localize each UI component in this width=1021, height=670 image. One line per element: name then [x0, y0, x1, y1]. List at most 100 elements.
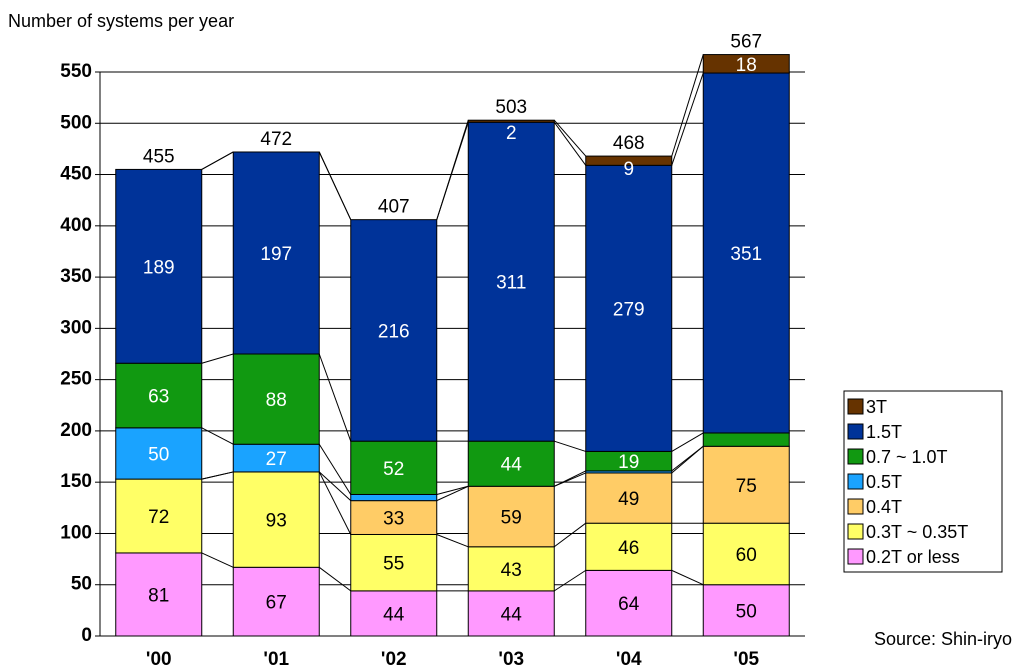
y-tick-label: 200 — [60, 420, 92, 441]
bar-segment — [467, 590, 555, 637]
bar-segment — [232, 471, 320, 568]
connector — [554, 440, 586, 452]
connector — [671, 54, 704, 157]
value-label: 9 — [623, 159, 634, 180]
bar-segment — [585, 569, 673, 637]
bar-segment — [115, 478, 203, 554]
y-tick-label: 450 — [60, 164, 92, 185]
connector — [671, 445, 704, 472]
value-label: 46 — [618, 538, 639, 559]
legend-swatch — [847, 498, 864, 515]
connector — [553, 119, 587, 157]
value-label: 19 — [618, 452, 639, 473]
value-label: 311 — [496, 273, 526, 294]
connector — [436, 534, 469, 548]
bar-segment — [702, 584, 790, 637]
legend-label: 0.3T ~ 0.35T — [866, 522, 968, 542]
value-label: 50 — [736, 601, 757, 622]
value-label: 88 — [266, 390, 287, 411]
bar-segment — [350, 533, 438, 592]
value-label: 43 — [501, 560, 522, 581]
y-axis-label: Number of systems per year — [8, 11, 234, 31]
value-label: 351 — [730, 244, 762, 265]
bar-segment — [232, 151, 320, 355]
legend-label: 0.7 ~ 1.0T — [866, 447, 948, 467]
y-tick-label: 500 — [60, 112, 92, 133]
connector — [436, 485, 469, 495]
bar-segment — [702, 54, 790, 74]
y-tick-label: 350 — [60, 266, 92, 287]
connector — [201, 427, 234, 445]
value-label: 60 — [736, 545, 757, 566]
value-label: 279 — [613, 299, 645, 320]
connector — [671, 432, 704, 452]
x-tick-label: '01 — [263, 649, 289, 670]
value-label: 63 — [148, 387, 169, 408]
connector — [554, 470, 586, 487]
connector — [318, 471, 352, 535]
bar-segment — [115, 362, 203, 429]
bar-segment — [467, 546, 555, 592]
y-tick-label: 100 — [60, 522, 92, 543]
legend-label: 1.5T — [866, 422, 902, 442]
bar-segment — [702, 445, 790, 524]
connector — [318, 471, 352, 502]
value-label: 189 — [143, 257, 175, 278]
connector — [318, 353, 352, 442]
y-tick-label: 300 — [60, 317, 92, 338]
value-label: 18 — [736, 55, 757, 76]
bar-segment — [585, 522, 673, 571]
bar-segment — [350, 500, 438, 535]
value-label: 2 — [506, 123, 517, 144]
legend-swatch — [847, 473, 864, 490]
connector — [671, 72, 704, 166]
bar-segment — [350, 440, 438, 495]
value-label: 75 — [736, 476, 757, 497]
bar-segment — [350, 219, 438, 442]
legend-label: 3T — [866, 397, 887, 417]
value-label: 64 — [618, 594, 640, 615]
value-label: 67 — [266, 593, 287, 614]
legend-swatch — [847, 548, 864, 565]
legend-box — [843, 390, 1003, 573]
value-label: 81 — [148, 585, 169, 606]
connector — [553, 569, 587, 592]
x-tick-label: '03 — [498, 649, 524, 670]
connector — [553, 121, 587, 166]
value-label: 44 — [383, 604, 405, 625]
bar-segment — [585, 164, 673, 452]
connector — [671, 569, 704, 586]
total-label: 407 — [378, 197, 410, 218]
x-tick-label: '05 — [733, 649, 759, 670]
bar-segment — [467, 119, 555, 123]
legend-swatch — [847, 423, 864, 440]
source: Source: Shin-iryo — [874, 629, 1012, 649]
total-label: 567 — [730, 32, 762, 53]
total-label: 503 — [495, 97, 527, 118]
connector — [318, 151, 352, 220]
legend-label: 0.2T or less — [866, 547, 960, 567]
legend-swatch — [847, 398, 864, 415]
value-label: 197 — [260, 244, 292, 265]
legend-swatch — [847, 523, 864, 540]
value-label: 44 — [501, 455, 523, 476]
connector — [201, 552, 234, 568]
bar-segment — [702, 522, 790, 586]
y-tick-label: 0 — [81, 625, 92, 646]
value-label: 52 — [383, 459, 404, 480]
bar-segment — [232, 443, 320, 473]
y-tick-label: 250 — [60, 369, 92, 390]
connector — [436, 120, 469, 220]
bar-segment — [467, 121, 555, 442]
bar-segment — [585, 155, 673, 166]
value-label: 72 — [148, 507, 169, 528]
connector — [553, 522, 587, 548]
value-label: 55 — [383, 554, 404, 575]
x-tick-label: '00 — [146, 649, 172, 670]
bar-segment — [702, 72, 790, 434]
bar-segment — [232, 353, 320, 445]
y-tick-label: 400 — [60, 215, 92, 236]
value-label: 59 — [501, 508, 522, 529]
value-label: 93 — [266, 511, 287, 532]
